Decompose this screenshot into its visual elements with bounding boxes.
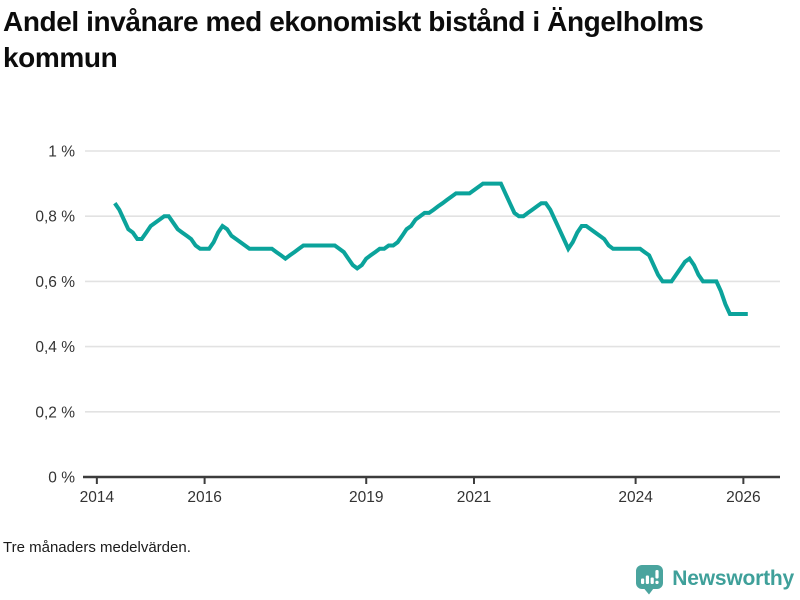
y-tick-label: 0,6 % — [35, 274, 75, 291]
chart-title: Andel invånare med ekonomiskt bistånd i … — [3, 6, 704, 74]
y-tick-label: 0,4 % — [35, 339, 75, 356]
y-tick-label: 1 % — [48, 144, 75, 161]
y-tick-label: 0 % — [48, 470, 75, 487]
x-tick-label: 2021 — [457, 489, 491, 506]
newsworthy-logo[interactable]: Newsworthy — [634, 563, 794, 595]
y-tick-label: 0,2 % — [35, 404, 75, 421]
chart-footnote: Tre månaders medelvärden. — [3, 539, 191, 556]
x-tick-label: 2026 — [726, 489, 760, 506]
newsworthy-logo-icon — [636, 565, 664, 595]
data-line — [113, 181, 748, 316]
y-tick-label: 0,8 % — [35, 209, 75, 226]
newsworthy-logo-text: Newsworthy — [672, 567, 794, 590]
x-tick-label: 2024 — [618, 489, 653, 506]
x-tick-label: 2019 — [349, 489, 383, 506]
x-tick-label: 2014 — [80, 489, 115, 506]
x-tick-label: 2016 — [187, 489, 221, 506]
